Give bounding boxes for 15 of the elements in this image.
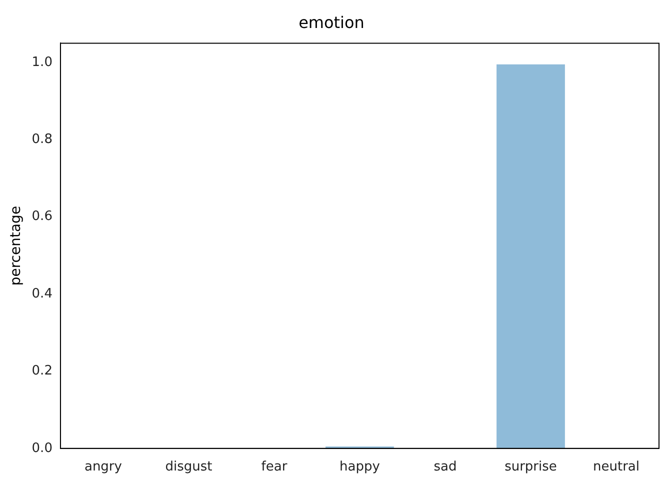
y-tick-label: 0.4 [32, 286, 52, 302]
x-tick-label: angry [84, 460, 122, 475]
y-tick-label: 0.6 [32, 209, 52, 224]
x-tick-label: happy [340, 460, 380, 475]
x-tick-label: disgust [165, 460, 212, 475]
y-tick-label: 1.0 [32, 54, 52, 70]
y-tick-label: 0.0 [32, 440, 52, 456]
y-tick-label: 0.2 [32, 364, 52, 379]
x-tick-label: fear [261, 460, 288, 475]
y-tick-label: 0.8 [32, 132, 52, 148]
x-tick-label: sad [434, 460, 457, 475]
chart-title: emotion [298, 12, 364, 32]
y-axis-title: percentage [8, 206, 24, 286]
x-tick-label: surprise [504, 460, 557, 475]
x-tick-label: neutral [593, 460, 640, 475]
